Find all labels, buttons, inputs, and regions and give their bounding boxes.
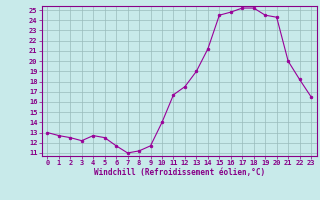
- X-axis label: Windchill (Refroidissement éolien,°C): Windchill (Refroidissement éolien,°C): [94, 168, 265, 177]
